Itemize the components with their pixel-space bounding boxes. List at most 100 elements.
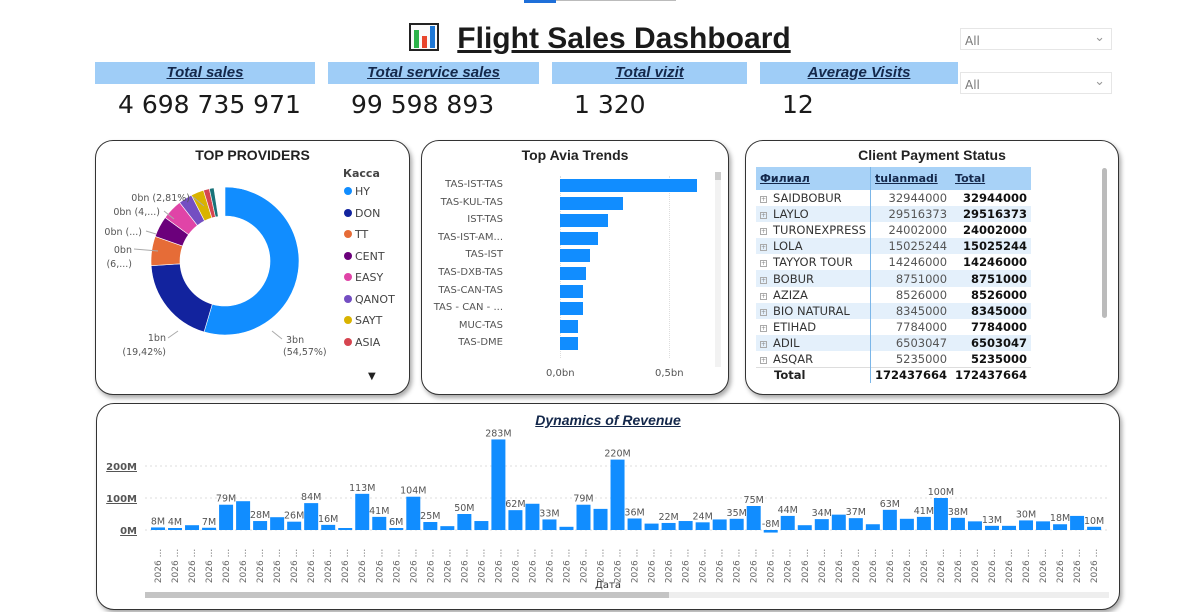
- bar-TAS-DME[interactable]: [560, 337, 579, 351]
- scrollbar-thumb[interactable]: [145, 592, 669, 598]
- expand-icon[interactable]: +: [760, 196, 767, 204]
- revenue-bar[interactable]: [712, 519, 727, 530]
- revenue-bar[interactable]: [1036, 521, 1051, 530]
- revenue-bar[interactable]: [882, 509, 897, 530]
- scrollbar[interactable]: [715, 172, 721, 367]
- legend-item-sayt[interactable]: SAYT: [344, 314, 382, 327]
- table-row[interactable]: + ETIHAD 7784000 7784000: [756, 318, 1031, 335]
- expand-icon[interactable]: +: [760, 308, 767, 316]
- revenue-bar[interactable]: [1002, 525, 1016, 530]
- table-row[interactable]: + ADIL 6503047 6503047: [756, 334, 1032, 351]
- bar-MUC-TAS[interactable]: [560, 319, 579, 333]
- expand-icon[interactable]: +: [760, 292, 767, 300]
- donut-slice-hy[interactable]: [203, 186, 300, 336]
- table-row[interactable]: + LAYLO 29516373 29516373: [756, 206, 1032, 223]
- revenue-bar[interactable]: [950, 517, 965, 530]
- table-row[interactable]: + TAYYOR TOUR 14246000 14246000: [756, 254, 1031, 271]
- bar-TAS - CAN - ...[interactable]: [560, 302, 583, 316]
- column-header-total[interactable]: Total: [951, 167, 1032, 190]
- revenue-bar[interactable]: [831, 514, 846, 530]
- revenue-bar[interactable]: [1087, 526, 1102, 530]
- expand-icon[interactable]: +: [760, 340, 767, 348]
- donut-slice-don[interactable]: [150, 263, 213, 333]
- revenue-bar[interactable]: [355, 493, 370, 530]
- expand-icon[interactable]: +: [760, 324, 767, 332]
- bar-TAS-IST-TAS[interactable]: [560, 179, 698, 192]
- expand-icon[interactable]: +: [760, 356, 767, 364]
- revenue-bar[interactable]: [185, 525, 200, 530]
- revenue-bar[interactable]: [1053, 524, 1068, 530]
- revenue-bar[interactable]: [1019, 520, 1034, 530]
- revenue-bar[interactable]: [848, 518, 863, 530]
- revenue-bar[interactable]: [865, 524, 880, 530]
- horizontal-scrollbar[interactable]: [145, 592, 1109, 598]
- filter-dropdown-2[interactable]: All ⌄: [960, 72, 1112, 94]
- revenue-bar[interactable]: [661, 522, 676, 530]
- revenue-bar[interactable]: [593, 508, 608, 530]
- revenue-bar[interactable]: [253, 521, 268, 530]
- legend-scroll-down-icon[interactable]: ▼: [368, 371, 376, 382]
- legend-item-easy[interactable]: EASY: [344, 271, 383, 284]
- revenue-bar[interactable]: [644, 523, 659, 530]
- legend-item-tt[interactable]: TT: [344, 228, 368, 241]
- expand-icon[interactable]: +: [760, 212, 767, 220]
- revenue-bar[interactable]: [491, 439, 506, 530]
- revenue-bar[interactable]: [542, 519, 557, 530]
- legend-item-qanot[interactable]: QANOT: [344, 293, 395, 306]
- revenue-bar[interactable]: [933, 498, 948, 530]
- revenue-bar[interactable]: [474, 521, 489, 530]
- legend-item-asia[interactable]: ASIA: [344, 336, 380, 349]
- revenue-bar[interactable]: [372, 516, 387, 530]
- revenue-bar[interactable]: [610, 459, 625, 530]
- revenue-bar[interactable]: [321, 524, 336, 530]
- page-tab-indicator[interactable]: [524, 0, 556, 3]
- table-row[interactable]: + SAIDBOBUR 32944000 32944000: [756, 190, 1031, 207]
- revenue-bar[interactable]: [389, 528, 404, 530]
- bar-TAS-DXB-TAS[interactable]: [560, 267, 587, 280]
- expand-icon[interactable]: +: [760, 228, 767, 236]
- revenue-bar[interactable]: [525, 503, 540, 530]
- table-row[interactable]: + AZIZA 8526000 8526000: [756, 286, 1031, 303]
- revenue-bar[interactable]: [814, 519, 829, 530]
- revenue-bar[interactable]: [678, 521, 693, 530]
- revenue-bar[interactable]: [576, 504, 591, 530]
- revenue-bar[interactable]: [151, 527, 165, 530]
- bar-TAS-CAN-TAS[interactable]: [560, 284, 583, 298]
- column-header-tulanmadi[interactable]: tulanmadi: [870, 167, 952, 190]
- expand-icon[interactable]: +: [760, 260, 767, 268]
- revenue-bar[interactable]: [1070, 515, 1085, 530]
- revenue-bar[interactable]: [168, 528, 183, 530]
- table-row[interactable]: + BIO NATURAL 8345000 8345000: [756, 302, 1032, 319]
- legend-item-don[interactable]: DON: [344, 207, 380, 220]
- revenue-bar[interactable]: [304, 503, 319, 530]
- revenue-bar[interactable]: [202, 527, 217, 530]
- legend-item-cent[interactable]: CENT: [344, 250, 385, 263]
- revenue-bar[interactable]: [236, 501, 251, 530]
- donut-slice-other[interactable]: [208, 187, 219, 218]
- revenue-bar[interactable]: [406, 496, 421, 530]
- column-header-filial[interactable]: Филиал: [756, 167, 871, 190]
- revenue-bar[interactable]: [270, 517, 285, 530]
- revenue-bar[interactable]: [797, 525, 812, 530]
- revenue-bar[interactable]: [440, 526, 455, 530]
- revenue-bar[interactable]: [559, 526, 574, 530]
- table-row[interactable]: + TURONEXPRESS 24002000 24002000: [756, 222, 1031, 239]
- bar-TAS-KUL-TAS[interactable]: [560, 196, 624, 210]
- revenue-bar[interactable]: [763, 530, 778, 533]
- revenue-bar[interactable]: [899, 518, 914, 530]
- bar-IST-TAS[interactable]: [560, 214, 608, 228]
- revenue-bar[interactable]: [287, 521, 302, 530]
- expand-icon[interactable]: +: [760, 276, 767, 284]
- bar-TAS-IST[interactable]: [560, 249, 591, 263]
- revenue-bar[interactable]: [423, 522, 438, 530]
- bar-TAS-IST-AM...[interactable]: [560, 231, 599, 245]
- revenue-bar[interactable]: [729, 518, 744, 530]
- revenue-bar[interactable]: [746, 506, 761, 530]
- revenue-bar[interactable]: [338, 528, 353, 530]
- table-scrollbar[interactable]: [1102, 168, 1107, 318]
- revenue-bar[interactable]: [508, 510, 523, 530]
- revenue-bar[interactable]: [219, 504, 234, 530]
- revenue-bar[interactable]: [916, 516, 931, 530]
- table-row[interactable]: + BOBUR 8751000 8751000: [756, 270, 1032, 287]
- revenue-bar[interactable]: [627, 518, 642, 530]
